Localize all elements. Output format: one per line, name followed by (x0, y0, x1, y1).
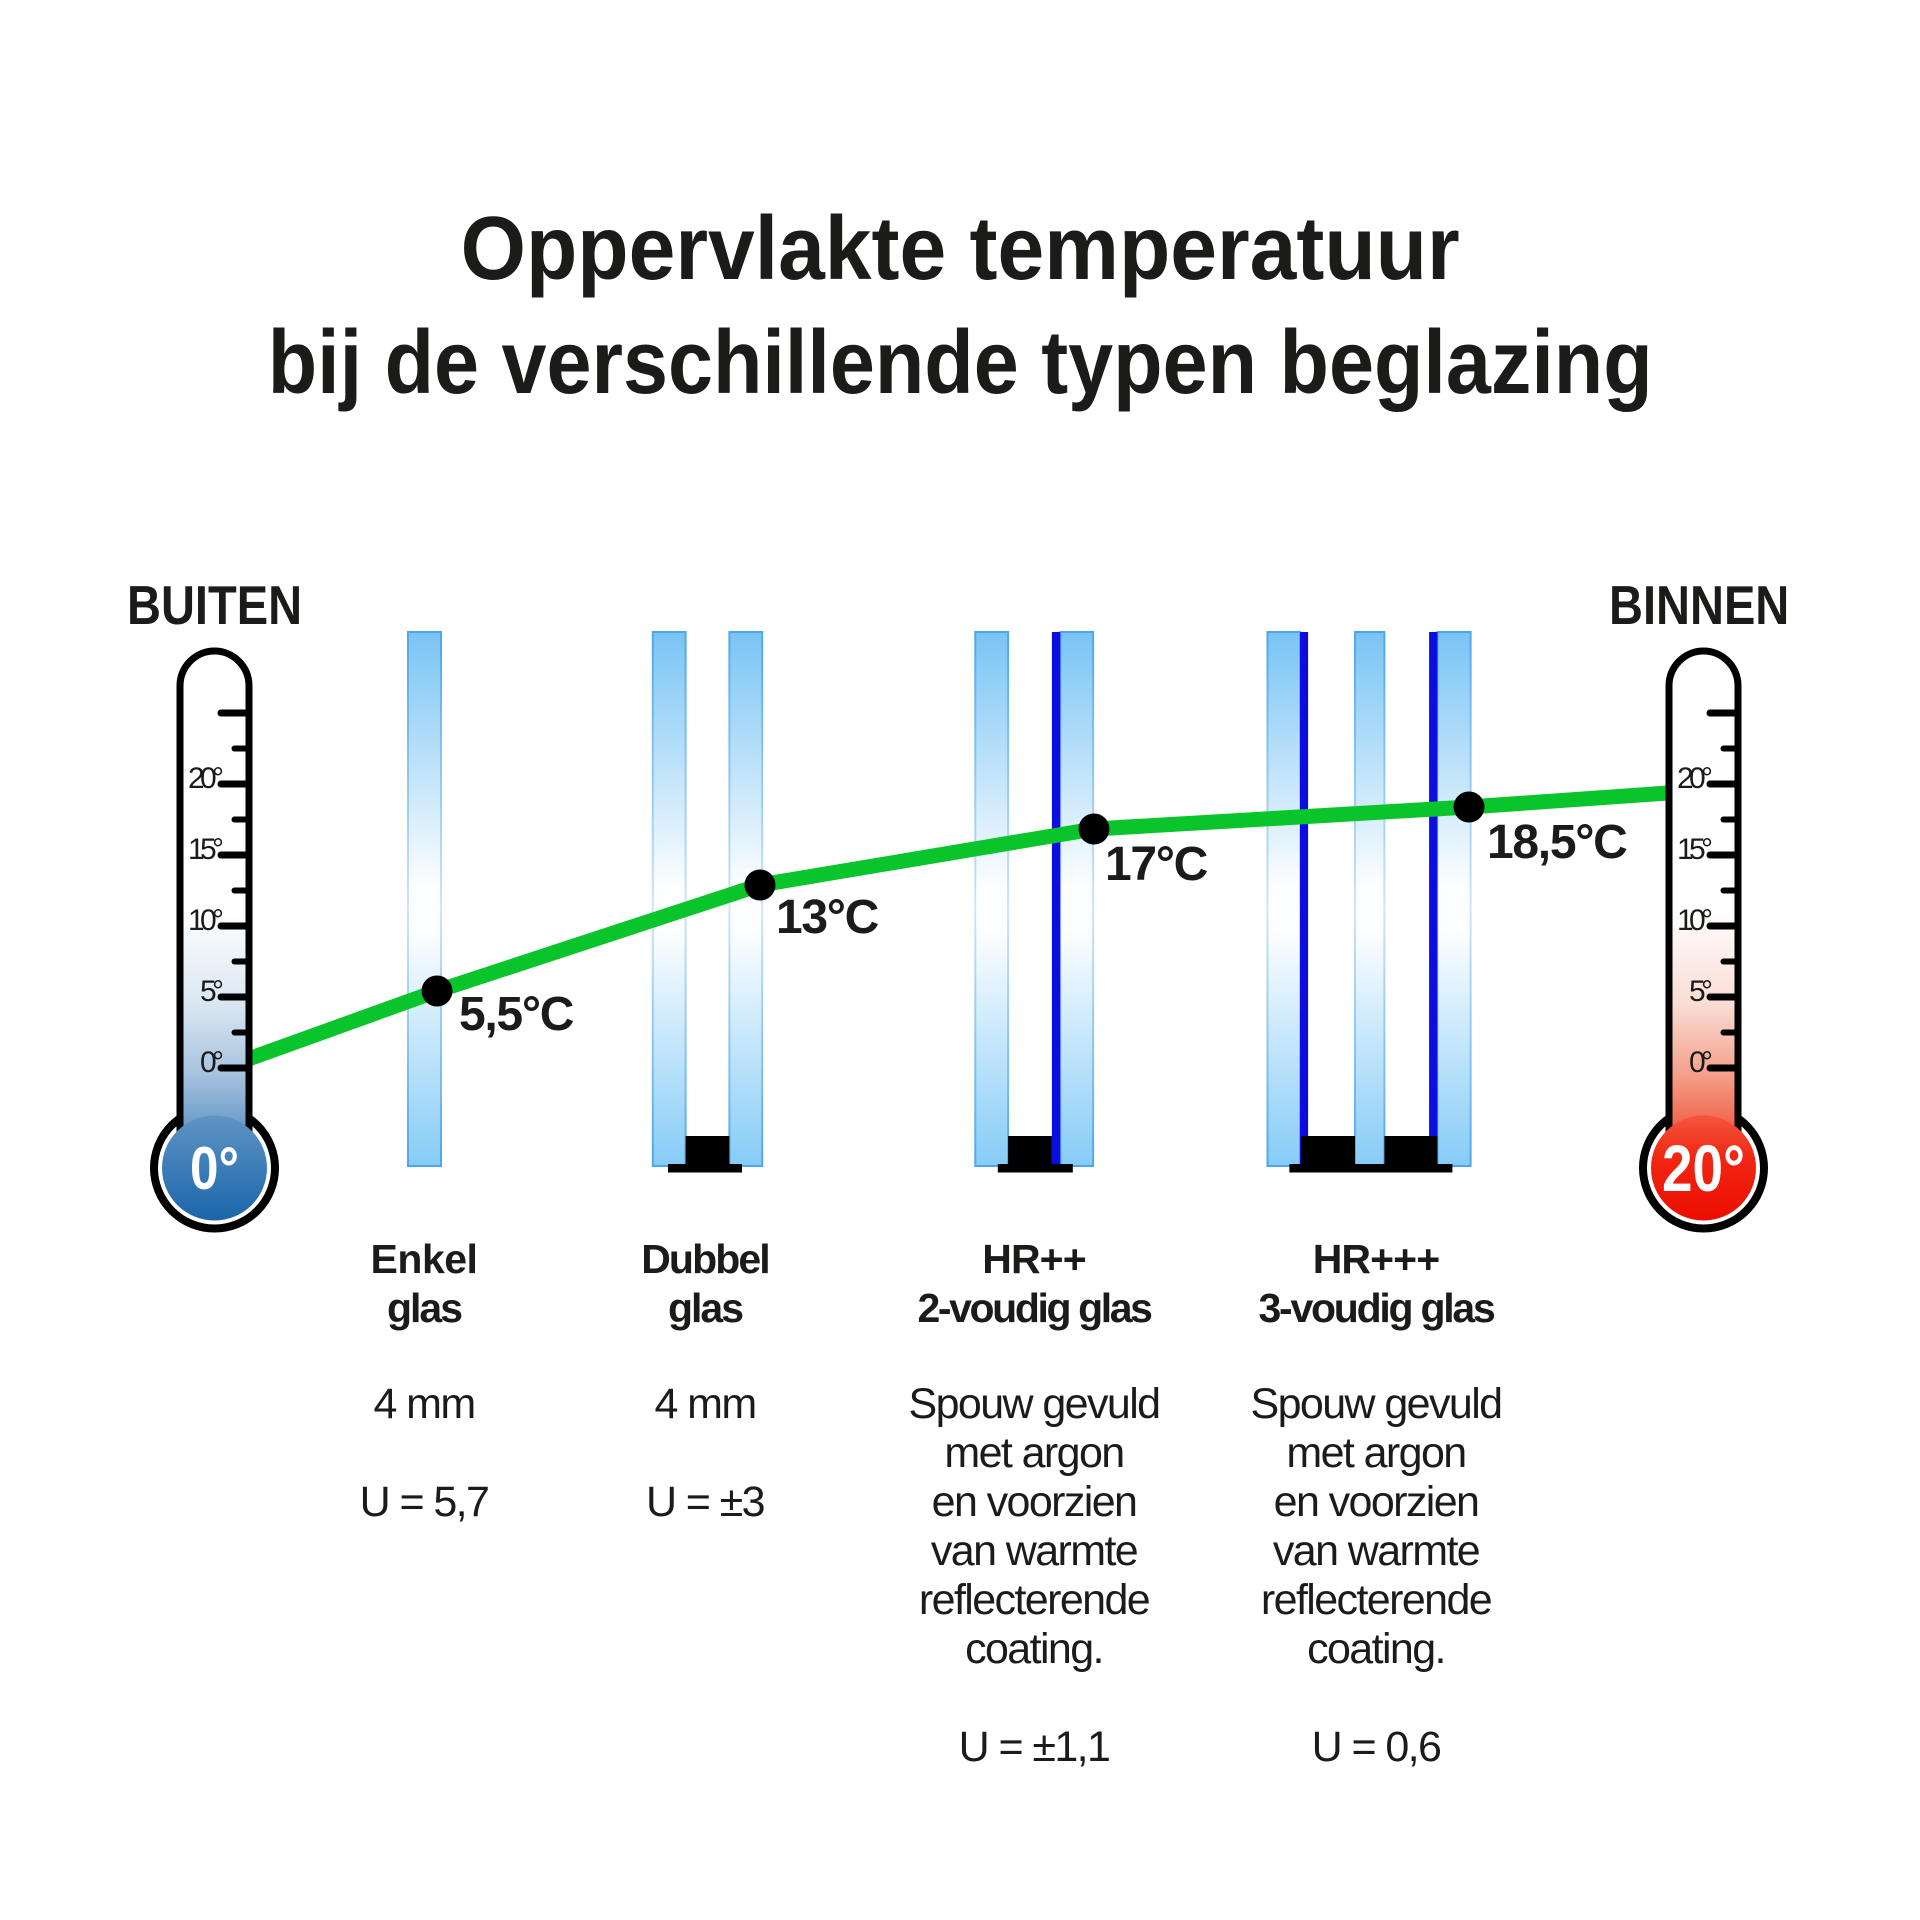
svg-text:5°: 5° (1689, 975, 1713, 1008)
svg-text:10°: 10° (188, 904, 224, 937)
svg-text:5°: 5° (200, 975, 224, 1008)
svg-text:10°: 10° (1677, 904, 1713, 937)
svg-text:20°: 20° (1677, 762, 1713, 795)
svg-text:15°: 15° (1677, 833, 1713, 866)
svg-text:20°: 20° (188, 762, 224, 795)
svg-text:15°: 15° (188, 833, 224, 866)
svg-text:0°: 0° (190, 1135, 239, 1202)
svg-text:0°: 0° (1689, 1046, 1713, 1079)
svg-text:20°: 20° (1662, 1131, 1745, 1205)
svg-text:0°: 0° (200, 1046, 224, 1079)
